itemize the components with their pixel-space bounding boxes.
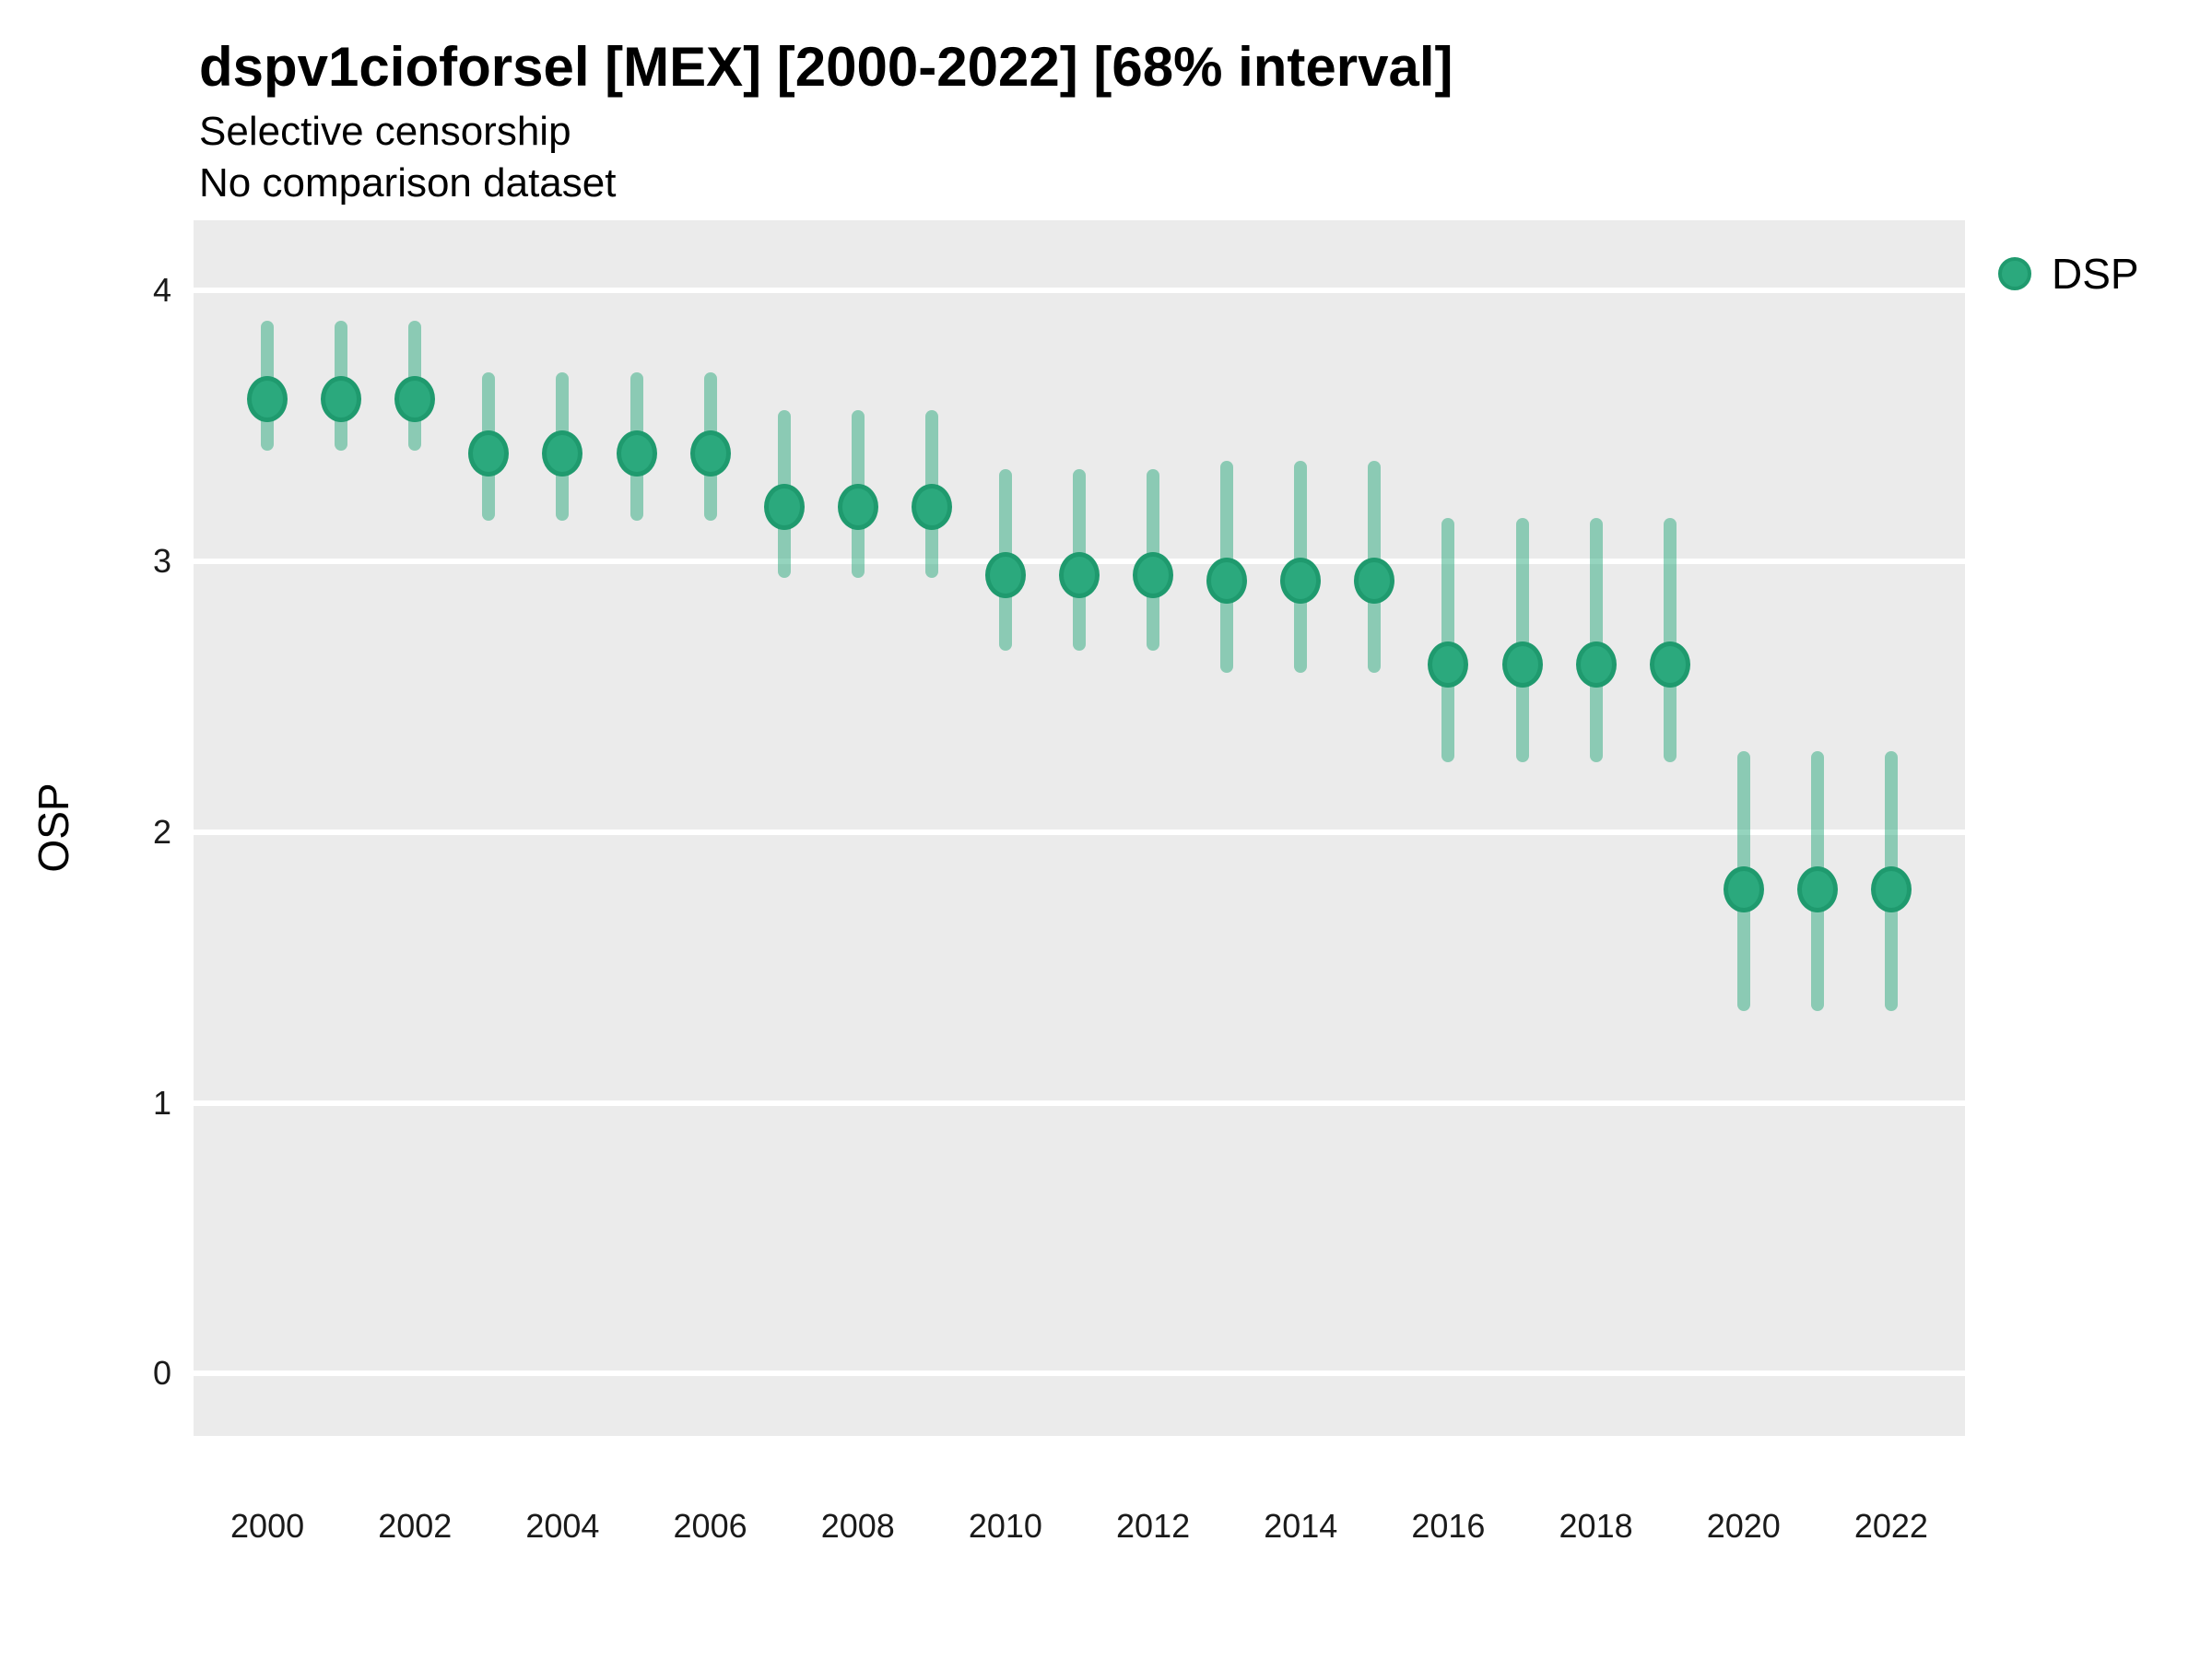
x-tick-label-2020: 2020: [1706, 1507, 1781, 1545]
data-point-2017: [1501, 641, 1543, 688]
y-tick-label-3: 3: [152, 542, 171, 581]
data-point-2003: [468, 429, 510, 477]
x-tick-label-2000: 2000: [230, 1507, 305, 1545]
y-tick-label-4: 4: [152, 271, 171, 310]
plot-panel: [194, 220, 1965, 1436]
x-tick-label-2008: 2008: [820, 1507, 895, 1545]
data-point-2007: [763, 484, 805, 531]
plot-subtitle-line2: No comparison dataset: [199, 160, 617, 206]
x-tick-label-2018: 2018: [1559, 1507, 1633, 1545]
data-point-2008: [837, 484, 878, 531]
data-point-2020: [1723, 865, 1764, 912]
data-point-2013: [1206, 557, 1248, 604]
y-gridline-2: [194, 829, 1965, 835]
data-point-2014: [1280, 557, 1322, 604]
data-point-2015: [1354, 557, 1395, 604]
x-tick-label-2006: 2006: [673, 1507, 747, 1545]
data-point-2002: [394, 375, 436, 422]
data-point-2006: [689, 429, 731, 477]
interval-bar-2016: [1441, 518, 1455, 762]
data-point-2005: [616, 429, 657, 477]
y-tick-label-1: 1: [152, 1083, 171, 1122]
x-tick-label-2022: 2022: [1853, 1507, 1928, 1545]
y-gridline-1: [194, 1100, 1965, 1106]
plot-subtitle-line1: Selective censorship: [199, 109, 571, 154]
data-point-2012: [1133, 551, 1174, 598]
interval-bar-2019: [1663, 518, 1677, 762]
interval-bar-2018: [1589, 518, 1603, 762]
data-point-2011: [1059, 551, 1100, 598]
x-tick-label-2002: 2002: [378, 1507, 453, 1545]
legend: DSP: [1998, 249, 2139, 299]
data-point-2018: [1575, 641, 1617, 688]
x-tick-label-2004: 2004: [525, 1507, 600, 1545]
data-point-2000: [247, 375, 288, 422]
data-point-2019: [1649, 641, 1690, 688]
data-point-2004: [542, 429, 583, 477]
y-gridline-0: [194, 1371, 1965, 1377]
data-point-2001: [321, 375, 362, 422]
data-point-2016: [1428, 641, 1469, 688]
data-point-2022: [1870, 865, 1912, 912]
x-tick-label-2014: 2014: [1264, 1507, 1338, 1545]
data-point-2010: [984, 551, 1026, 598]
interval-bar-2017: [1515, 518, 1529, 762]
y-tick-label-0: 0: [152, 1354, 171, 1393]
x-tick-label-2012: 2012: [1116, 1507, 1191, 1545]
y-tick-label-2: 2: [152, 812, 171, 851]
data-point-2009: [911, 484, 952, 531]
y-gridline-4: [194, 288, 1965, 294]
plot-title: dspv1cioforsel [MEX] [2000-2022] [68% in…: [199, 36, 1453, 98]
x-tick-label-2016: 2016: [1411, 1507, 1486, 1545]
data-point-2021: [1796, 865, 1838, 912]
legend-point-swatch: [1998, 257, 2031, 290]
legend-label: DSP: [2052, 250, 2139, 298]
x-tick-label-2010: 2010: [968, 1507, 1042, 1545]
